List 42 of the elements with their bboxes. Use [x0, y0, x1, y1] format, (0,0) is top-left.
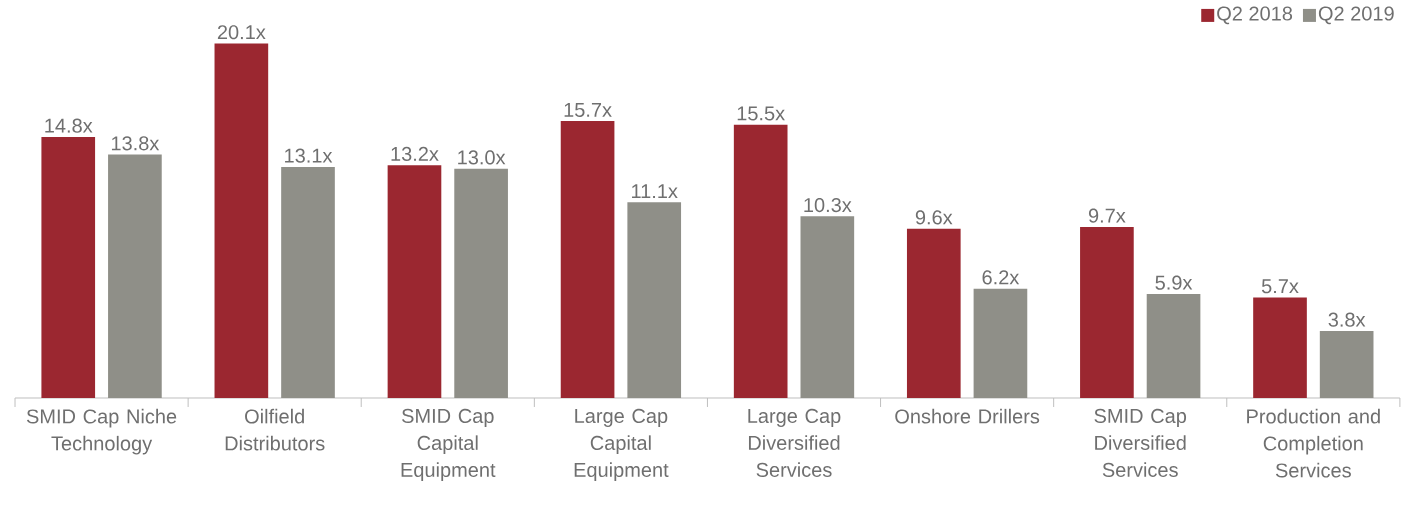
x-tick-label: Large Cap Capital Equipment	[574, 408, 669, 481]
bar	[800, 216, 855, 398]
data-label: 13.1x	[285, 148, 333, 163]
data-label: 13.0x	[458, 150, 506, 165]
bar	[41, 136, 96, 398]
data-label: 10.3x	[804, 197, 852, 213]
bar	[214, 43, 269, 398]
bar	[973, 288, 1028, 398]
x-tick-label: Onshore Drillers	[895, 408, 1040, 424]
bar	[1146, 293, 1201, 398]
data-label: 15.7x	[564, 102, 612, 117]
bar	[733, 124, 788, 398]
data-label: 13.2x	[391, 146, 439, 161]
data-label: 5.9x	[1155, 275, 1193, 290]
x-tick-label: SMID Cap Diversified Services	[1094, 408, 1187, 477]
data-label: 14.8x	[45, 118, 93, 133]
data-label: 9.6x	[915, 210, 953, 225]
bar	[906, 228, 961, 398]
bar	[454, 168, 508, 398]
data-label: 3.8x	[1328, 312, 1366, 327]
x-tick-label: Large Cap Diversified Services	[748, 408, 841, 477]
bar	[1253, 297, 1307, 398]
x-tick-label: Oilfield Distributors	[225, 408, 325, 451]
bar	[560, 121, 615, 398]
x-tick-label: Production and Completion Services	[1247, 408, 1380, 478]
bar	[627, 202, 682, 398]
data-label: 15.5x	[737, 106, 785, 121]
data-label: 5.7x	[1261, 279, 1299, 294]
bar	[1080, 226, 1134, 398]
bar	[108, 154, 162, 398]
x-tick-label: SMID Cap Niche Technology	[26, 408, 177, 455]
legend-label: Q2 2018	[1217, 6, 1293, 25]
data-label: 13.8x	[111, 136, 160, 151]
data-label: 6.2x	[982, 270, 1020, 285]
bar	[281, 166, 335, 398]
x-tick-label: SMID Cap Capital Equipment	[401, 408, 496, 481]
bar	[387, 165, 442, 398]
legend-label: Q2 2019	[1318, 6, 1394, 25]
bar	[1319, 330, 1374, 398]
data-label: 20.1x	[217, 25, 266, 40]
data-label: 9.7x	[1088, 208, 1126, 223]
data-label: 11.1x	[632, 184, 678, 199]
